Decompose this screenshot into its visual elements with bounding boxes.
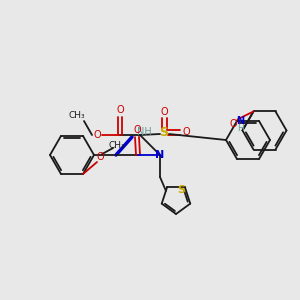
Text: O: O (182, 127, 190, 137)
Text: O: O (116, 105, 124, 115)
Text: S: S (160, 125, 169, 139)
Text: O: O (230, 119, 237, 129)
Text: CH₃: CH₃ (69, 112, 85, 121)
Text: CH₃: CH₃ (109, 141, 125, 150)
Text: O: O (96, 152, 104, 162)
Text: N: N (236, 116, 244, 126)
Text: S: S (177, 185, 185, 195)
Text: NH: NH (137, 127, 152, 137)
Text: O: O (160, 107, 168, 117)
Text: O: O (133, 125, 141, 135)
Text: N: N (155, 150, 165, 160)
Text: H: H (237, 124, 243, 134)
Text: O: O (93, 130, 101, 140)
